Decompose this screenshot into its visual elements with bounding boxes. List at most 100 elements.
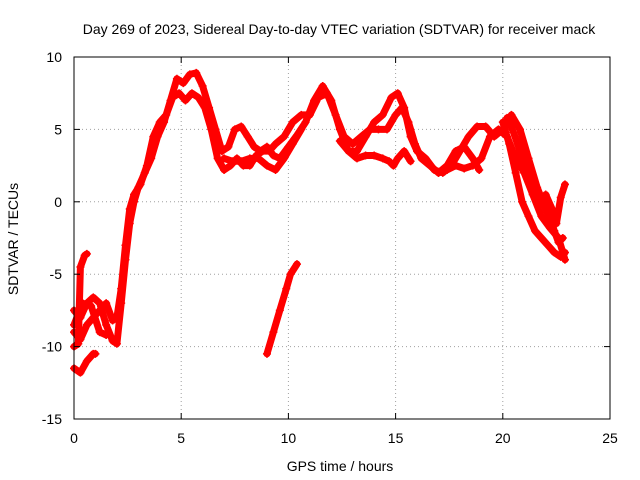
data-point-marker [112,339,121,348]
data-point-marker [91,349,100,358]
data-point-marker [353,154,362,163]
series-trace [263,260,301,358]
data-point-marker [121,241,130,250]
data-point-marker [545,223,554,232]
data-point-marker [172,74,181,83]
data-point-marker [406,157,415,166]
data-point-marker [552,219,561,228]
data-point-marker [344,147,353,156]
data-point-marker [265,147,274,156]
data-point-marker [78,299,87,308]
data-point-marker [224,142,233,151]
data-point-marker [102,331,111,340]
data-point-marker [89,293,98,302]
data-point-marker [271,139,280,148]
data-point-marker [185,70,194,79]
data-point-marker [530,226,539,235]
data-point-marker [149,132,158,141]
series-trace [220,125,305,174]
data-point-marker [477,154,486,163]
data-point-marker [297,125,306,134]
data-point-marker [443,161,452,170]
data-point-marker [194,93,203,102]
data-point-marker [230,125,239,134]
data-point-marker [314,93,323,102]
x-axis-label: GPS time / hours [287,458,394,474]
data-point-marker [425,161,434,170]
tick-layer: 0 5 10 15 20 25 -15 -10 -5 0 5 10 [42,49,618,446]
data-point-marker [451,147,460,156]
data-point-marker [179,79,188,88]
data-point-marker [271,165,280,174]
data-point-marker [331,110,340,119]
data-point-marker [518,197,527,206]
data-point-marker [398,103,407,112]
data-point-marker [220,154,229,163]
data-point-marker [511,168,520,177]
x-tick-label: 10 [281,430,297,446]
data-point-marker [243,132,252,141]
data-point-marker [434,168,443,177]
series-trace [70,69,567,348]
data-point-marker [374,125,383,134]
data-point-marker [76,368,85,377]
data-point-marker [87,302,96,311]
data-point-marker [460,164,469,173]
series-track-8 [335,136,415,170]
plot-frame [73,56,611,420]
data-point-marker [378,110,387,119]
data-point-marker [168,93,177,102]
data-point-marker [556,252,565,261]
data-point-marker [383,125,392,134]
data-point-marker [361,151,370,160]
data-point-marker [288,118,297,127]
data-point-marker [335,136,344,145]
series-track-1 [70,68,567,348]
series-track-7 [220,125,306,174]
grid-layer [74,57,610,419]
data-point-marker [494,125,503,134]
data-point-marker [108,316,117,325]
y-tick-label: -15 [42,411,62,427]
data-point-marker [404,118,413,127]
data-point-marker [353,147,362,156]
data-point-marker [250,142,259,151]
data-point-marker [393,154,402,163]
data-point-marker [297,110,306,119]
data-point-marker [76,262,85,271]
data-point-marker [198,81,207,90]
series-trace [70,350,99,377]
data-point-marker [464,132,473,141]
data-point-marker [481,122,490,131]
data-point-marker [192,68,201,77]
x-tick-label: 0 [70,430,78,446]
data-point-marker [269,328,278,337]
data-point-marker [417,154,426,163]
x-tick-label: 15 [388,430,404,446]
data-point-marker [102,320,111,329]
data-point-marker [537,234,546,242]
data-point-marker [237,122,246,131]
axis-layer [73,56,611,420]
data-point-marker [220,165,229,174]
data-point-marker [125,205,134,214]
data-point-marker [387,93,396,102]
chart-title: Day 269 of 2023, Sidereal Day-to-day VTE… [83,21,596,37]
data-point-marker [200,103,209,112]
data-point-marker [400,147,409,156]
data-point-marker [175,89,184,98]
data-point-marker [82,320,91,329]
data-point-marker [528,190,537,199]
data-point-marker [155,118,164,127]
data-point-marker [322,89,331,98]
y-axis-label: SDTVAR / TECUs [5,183,21,295]
data-point-marker [378,154,387,163]
data-point-marker [473,122,482,131]
data-point-marker [485,132,494,141]
data-point-marker [515,147,524,156]
x-tick-label: 25 [602,430,618,446]
data-point-marker [117,284,126,293]
data-point-marker [288,139,297,148]
data-point-marker [348,139,357,148]
